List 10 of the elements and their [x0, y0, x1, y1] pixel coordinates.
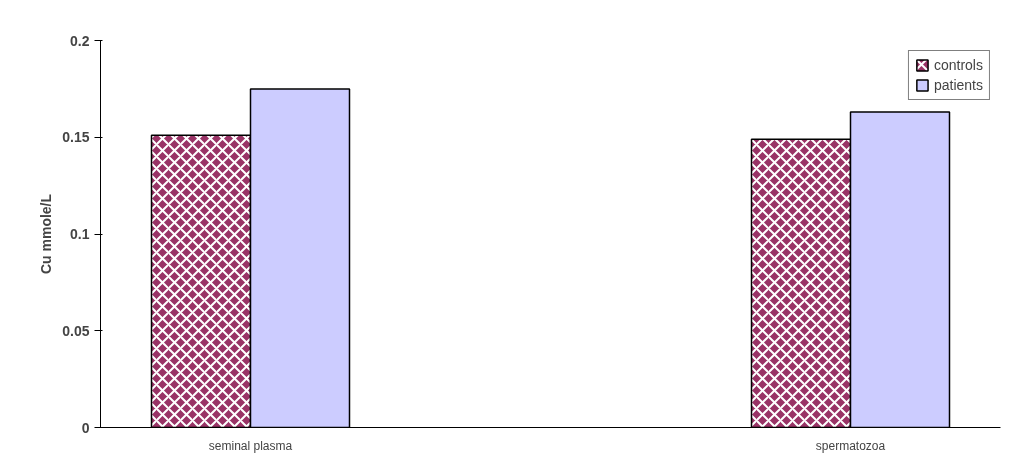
y-tick-label: 0 [81, 419, 90, 436]
y-tick-label: 0.2 [70, 32, 90, 49]
x-tick-label: seminal plasma [208, 438, 293, 453]
x-tick-label: spermatozoa [815, 438, 886, 453]
legend-label: controls [933, 57, 983, 73]
y-tick-label: 0.1 [70, 226, 90, 242]
y-axis-title: Cu mmole/L [38, 193, 55, 275]
y-tick-label: 0.15 [62, 129, 90, 146]
legend-label: patients [933, 77, 983, 93]
y-tick-label: 0.05 [62, 322, 90, 339]
